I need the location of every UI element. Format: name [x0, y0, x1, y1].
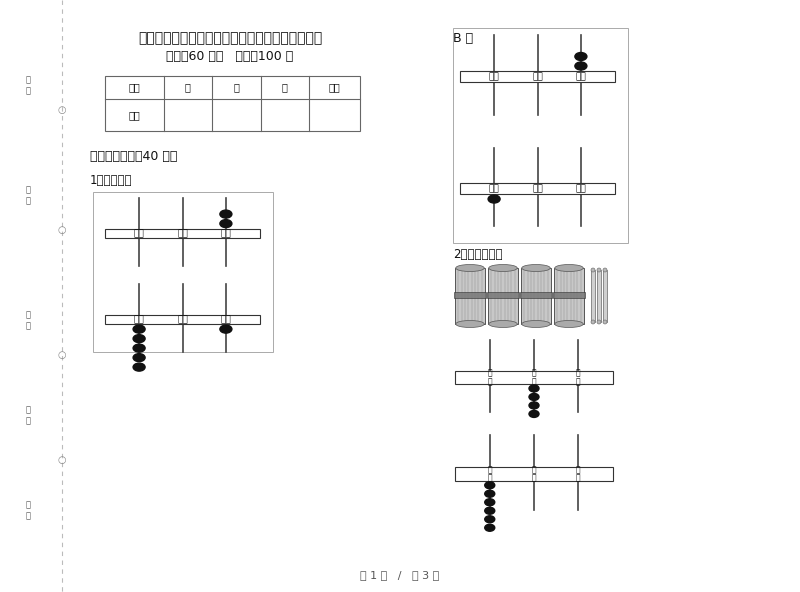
Ellipse shape: [133, 334, 145, 343]
Bar: [520, 291, 552, 298]
Ellipse shape: [575, 53, 587, 60]
Ellipse shape: [485, 490, 494, 497]
Text: 十位: 十位: [177, 229, 188, 238]
Bar: [488, 268, 518, 324]
Bar: [460, 183, 615, 194]
Ellipse shape: [485, 482, 494, 489]
Ellipse shape: [597, 320, 601, 324]
Bar: [453, 28, 628, 243]
Bar: [455, 467, 613, 481]
Bar: [105, 314, 260, 324]
Bar: [554, 268, 584, 324]
Text: 十位: 十位: [177, 315, 188, 324]
Text: 十位: 十位: [532, 184, 543, 193]
Text: 学
校: 学 校: [26, 500, 30, 520]
Ellipse shape: [489, 265, 518, 272]
Text: 考
场: 考 场: [26, 185, 30, 205]
Bar: [93, 192, 273, 352]
Ellipse shape: [603, 320, 607, 324]
Ellipse shape: [529, 385, 539, 392]
Ellipse shape: [591, 320, 595, 324]
Text: 个
位: 个 位: [576, 369, 581, 386]
Bar: [460, 71, 615, 82]
Bar: [553, 291, 585, 298]
Text: 总分: 总分: [329, 82, 340, 92]
Bar: [591, 270, 595, 322]
Text: 一、基础练习（40 分）: 一、基础练习（40 分）: [90, 150, 178, 163]
Ellipse shape: [133, 353, 145, 362]
Ellipse shape: [133, 325, 145, 333]
Bar: [105, 229, 260, 238]
Text: 百位: 百位: [134, 229, 145, 238]
Text: 1．看图写数: 1．看图写数: [90, 173, 133, 186]
Text: 十
位: 十 位: [532, 369, 536, 386]
Text: 班
级: 班 级: [26, 405, 30, 425]
Text: 一: 一: [185, 82, 191, 92]
Ellipse shape: [133, 344, 145, 352]
Text: 2．看图写数。: 2．看图写数。: [453, 249, 502, 262]
Ellipse shape: [220, 220, 232, 227]
Ellipse shape: [529, 394, 539, 400]
Ellipse shape: [220, 325, 232, 333]
Text: 一年级下学期小学数学强化训练突破期末模拟试卷: 一年级下学期小学数学强化训练突破期末模拟试卷: [138, 31, 322, 45]
Text: 个位: 个位: [575, 72, 586, 81]
Ellipse shape: [456, 265, 484, 272]
Text: 第 1 页   /   共 3 页: 第 1 页 / 共 3 页: [360, 570, 440, 580]
Ellipse shape: [489, 320, 518, 327]
Text: ○: ○: [58, 350, 66, 360]
Ellipse shape: [456, 320, 484, 327]
Text: 十位: 十位: [532, 72, 543, 81]
Text: 百
位: 百 位: [487, 465, 492, 482]
Text: ○: ○: [58, 455, 66, 465]
Ellipse shape: [485, 498, 494, 506]
Ellipse shape: [522, 265, 550, 272]
Ellipse shape: [220, 210, 232, 218]
Text: 百位: 百位: [489, 184, 499, 193]
Bar: [487, 291, 519, 298]
Ellipse shape: [529, 402, 539, 409]
Text: 考
号: 考 号: [26, 75, 30, 95]
Ellipse shape: [485, 507, 494, 514]
Ellipse shape: [603, 268, 607, 272]
Text: 时间：60 分钟   满分：100 分: 时间：60 分钟 满分：100 分: [166, 50, 294, 63]
Ellipse shape: [554, 265, 583, 272]
Text: 个
位: 个 位: [576, 465, 581, 482]
Text: B 卷: B 卷: [453, 31, 473, 44]
Text: 十
位: 十 位: [532, 465, 536, 482]
Text: 个位: 个位: [575, 184, 586, 193]
Text: 百
位: 百 位: [487, 369, 492, 386]
Text: 百位: 百位: [489, 72, 499, 81]
Text: 题号: 题号: [129, 82, 140, 92]
Text: 个位: 个位: [221, 315, 231, 324]
Text: 得分: 得分: [129, 110, 140, 120]
Bar: [455, 268, 485, 324]
Ellipse shape: [529, 410, 539, 417]
Ellipse shape: [488, 195, 500, 203]
Text: 个位: 个位: [221, 229, 231, 238]
Bar: [597, 270, 601, 322]
Text: ○: ○: [58, 105, 66, 115]
Text: 百位: 百位: [134, 315, 145, 324]
Text: 姓
名: 姓 名: [26, 310, 30, 330]
Bar: [454, 291, 486, 298]
Ellipse shape: [485, 525, 494, 531]
Text: 二: 二: [234, 82, 239, 92]
Ellipse shape: [522, 320, 550, 327]
Ellipse shape: [575, 62, 587, 70]
Bar: [455, 371, 613, 384]
Ellipse shape: [591, 268, 595, 272]
Bar: [521, 268, 551, 324]
Ellipse shape: [554, 320, 583, 327]
Text: 三: 三: [282, 82, 288, 92]
Text: ○: ○: [58, 225, 66, 235]
Ellipse shape: [597, 268, 601, 272]
Ellipse shape: [485, 516, 494, 523]
Bar: [105, 76, 360, 131]
Bar: [603, 270, 607, 322]
Ellipse shape: [133, 363, 145, 371]
